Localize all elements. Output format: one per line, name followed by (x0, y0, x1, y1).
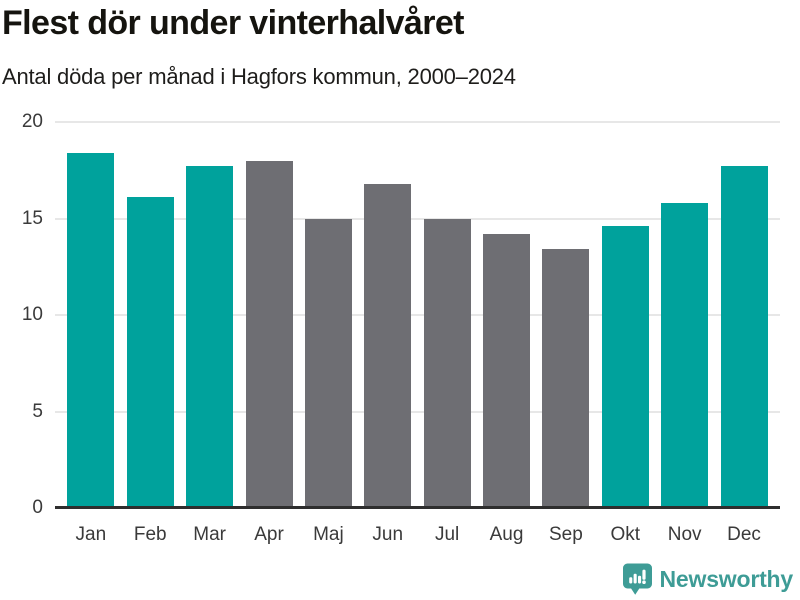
x-tick-label: Mar (193, 524, 226, 545)
x-tick-label: Sep (548, 524, 583, 545)
brand-footer: Newsworthy (622, 562, 793, 596)
gridline (55, 410, 780, 413)
bar-jul: Jul (423, 218, 471, 545)
plot-area: Jan Feb Mar Apr Maj Jun Jul Aug Sep Okt Nov Dec 0 5 1… (22, 112, 780, 545)
bar-jan: Jan (67, 152, 115, 545)
page-title: Flest dör under vinterhalvåret (2, 4, 465, 42)
gridline (55, 217, 780, 220)
x-tick-label: Jun (372, 524, 404, 545)
y-tick-label: 15 (21, 207, 43, 229)
bar-mar: Mar (186, 166, 234, 545)
x-tick-label: Apr (254, 524, 284, 545)
y-tick-label: 20 (21, 111, 43, 132)
bar-feb: Feb (126, 197, 174, 545)
x-tick-label: Dec (727, 524, 761, 545)
x-tick-label: Jul (434, 524, 460, 545)
bar-jun: Jun (364, 183, 412, 545)
bar-okt: Okt (601, 226, 649, 545)
chart-header: Flest dör under vinterhalvåret Antal död… (2, 4, 782, 89)
y-tick-label: 5 (32, 400, 43, 422)
bar-sep: Sep (542, 249, 590, 545)
x-tick-label: Maj (313, 524, 344, 545)
x-tick-label: Feb (133, 524, 167, 545)
x-tick-label: Jan (75, 524, 107, 545)
bars-container: Jan Feb Mar Apr Maj Jun Jul Aug Sep Okt Nov Dec (55, 122, 780, 545)
gridline (55, 314, 780, 316)
chart-subtitle: Antal döda per månad i Hagfors kommun, 2… (2, 64, 516, 89)
bar-chart-speech-bubble-icon (622, 562, 653, 596)
y-tick-label: 10 (21, 304, 43, 325)
bar-apr: Apr (245, 160, 293, 545)
x-tick-label: Okt (610, 524, 641, 545)
bar-aug: Aug (483, 233, 530, 545)
x-tick-label: Nov (667, 524, 702, 545)
x-tick-label: Aug (489, 524, 524, 545)
bar-nov: Nov (661, 203, 709, 545)
bar-maj: Maj (304, 218, 352, 545)
x-axis-line (55, 506, 780, 509)
gridline (55, 121, 780, 123)
y-tick-label: 0 (32, 497, 43, 518)
bar-dec: Dec (720, 166, 768, 545)
brand-name: Newsworthy (659, 565, 794, 592)
